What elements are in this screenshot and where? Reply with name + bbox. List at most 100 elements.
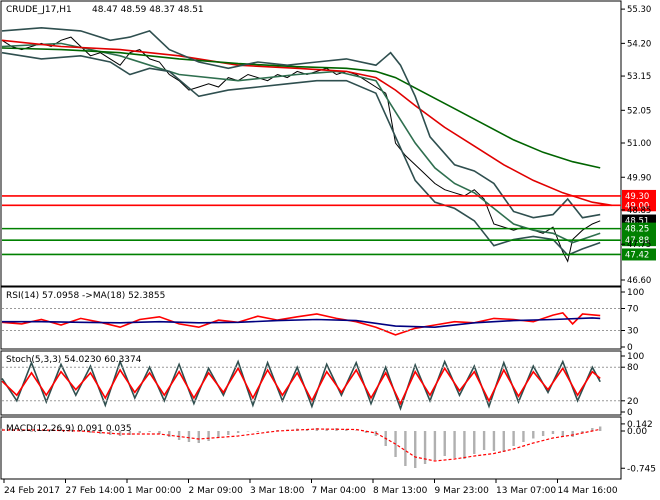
macd-histogram-bar bbox=[79, 431, 82, 432]
macd-histogram-bar bbox=[207, 431, 210, 441]
level-badge bbox=[622, 248, 656, 261]
macd-tick-label: 0.00 bbox=[627, 427, 647, 437]
symbol-title: CRUDE_J17,H1 bbox=[6, 5, 72, 15]
price-axis: 55.30 54.20 53.15 52.05 51.00 49.90 48.85 47.75… bbox=[621, 5, 651, 286]
time-axis: 24 Feb 2017 27 Feb 14:00 1 Mar 00:00 2 Mar … bbox=[3, 479, 618, 496]
price-tick-label: 48.85 bbox=[627, 206, 651, 216]
price-ma-red-line bbox=[1, 39, 613, 207]
rsi-tick-label: 0 bbox=[627, 343, 633, 353]
macd-histogram-bar bbox=[473, 431, 476, 454]
stoch-tick-label: 80 bbox=[627, 363, 639, 373]
price-ma-fast-line bbox=[1, 42, 601, 244]
macd-histogram-bar bbox=[482, 431, 486, 450]
macd-histogram-bar bbox=[591, 428, 594, 431]
price-ma-green-line bbox=[1, 47, 601, 169]
stoch-panel[interactable] bbox=[0, 350, 622, 416]
macd-histogram-bar bbox=[598, 426, 602, 431]
macd-histogram-bar bbox=[59, 428, 63, 431]
macd-histogram-bar bbox=[187, 431, 191, 442]
level-badge bbox=[622, 189, 656, 202]
price-tick-label: 52.05 bbox=[627, 106, 651, 116]
macd-histogram-bar bbox=[492, 431, 496, 451]
time-tick-label: 24 Feb 2017 bbox=[4, 486, 60, 496]
rsi-tick-label: 100 bbox=[627, 288, 644, 298]
macd-histogram-bar bbox=[168, 431, 171, 437]
macd-histogram-bar bbox=[453, 431, 456, 458]
stoch-tick-label: 20 bbox=[627, 397, 639, 407]
rsi-tick-label: 30 bbox=[627, 327, 639, 337]
time-tick-label: 9 Mar 23:00 bbox=[435, 486, 490, 496]
macd-histogram-bar bbox=[443, 431, 446, 456]
macd-histogram-bar bbox=[345, 429, 348, 431]
macd-histogram-bar bbox=[541, 431, 545, 436]
macd-histogram-bar bbox=[236, 431, 240, 433]
macd-histogram-bar bbox=[561, 431, 565, 436]
macd-histogram-bar bbox=[354, 430, 358, 431]
level-badge-label: 49.00 bbox=[625, 201, 649, 211]
time-tick-label: 2 Mar 09:00 bbox=[189, 486, 244, 496]
price-tick-label: 53.15 bbox=[627, 72, 651, 82]
level-badge-label: 47.88 bbox=[625, 236, 649, 246]
macd-signal-line bbox=[2, 428, 601, 462]
macd-histogram-bar bbox=[502, 431, 505, 452]
time-tick-label: 13 Mar 07:00 bbox=[496, 486, 556, 496]
level-badge bbox=[622, 222, 656, 235]
macd-histogram-bar bbox=[404, 431, 407, 466]
ohlc-readout: 48.47 48.59 48.37 48.51 bbox=[92, 5, 204, 15]
rsi-tick-label: 70 bbox=[627, 305, 639, 315]
price-band-lower-line bbox=[1, 51, 601, 257]
rsi-panel[interactable] bbox=[0, 286, 622, 350]
macd-histogram-bar bbox=[30, 431, 33, 432]
macd-histogram-bar bbox=[148, 431, 151, 432]
macd-histogram-bar bbox=[512, 431, 515, 446]
macd-histogram-bar bbox=[463, 431, 466, 459]
price-tick-label: 49.90 bbox=[627, 173, 651, 183]
level-badge-label: 48.51 bbox=[625, 217, 649, 227]
macd-histogram-bar bbox=[197, 431, 200, 443]
macd-histogram-bar bbox=[551, 431, 555, 434]
macd-tick-label: -0.745 bbox=[627, 464, 656, 474]
macd-histogram-bar bbox=[581, 431, 584, 433]
macd-histogram-bar bbox=[99, 431, 102, 434]
macd-histogram-bar bbox=[118, 431, 122, 436]
macd-histogram-bar bbox=[227, 431, 230, 435]
macd-histogram-bar bbox=[256, 431, 260, 432]
macd-histogram-bar bbox=[571, 431, 574, 437]
macd-histogram-bar bbox=[40, 430, 43, 431]
macd-histogram-bar bbox=[49, 429, 53, 431]
time-tick-label: 27 Feb 14:00 bbox=[66, 486, 125, 496]
rsi-series-layer bbox=[1, 308, 621, 336]
time-tick-label: 1 Mar 00:00 bbox=[127, 486, 182, 496]
price-band-upper-line bbox=[1, 26, 601, 219]
macd-histogram-bar bbox=[423, 431, 427, 464]
macd-histogram-bar bbox=[177, 431, 181, 440]
price-tick-label: 47.75 bbox=[627, 240, 651, 250]
macd-histogram-bar bbox=[138, 431, 141, 433]
macd-histogram-bar bbox=[89, 431, 92, 433]
macd-histogram-bar bbox=[128, 431, 132, 435]
rsi-rsi-ma-line bbox=[2, 317, 601, 329]
macd-histogram-bar bbox=[414, 431, 417, 468]
stoch-title: Stoch(5,3,3) 54.0230 60.3374 bbox=[6, 355, 142, 365]
macd-histogram-bar bbox=[364, 431, 368, 433]
macd-histogram-bar bbox=[10, 429, 14, 431]
stoch-stoch-d-line bbox=[1, 366, 601, 406]
level-badge bbox=[622, 234, 656, 247]
stoch-tick-label: 0 bbox=[627, 408, 633, 418]
macd-histogram-bar bbox=[325, 428, 328, 431]
macd-histogram-bar bbox=[158, 431, 161, 434]
macd-histogram-bar bbox=[20, 431, 23, 432]
macd-tick-label: 0.142 bbox=[627, 420, 653, 430]
time-tick-label: 3 Mar 18:00 bbox=[250, 486, 305, 496]
macd-histogram-bar bbox=[433, 431, 437, 460]
rsi-title: RSI(14) 57.0958 ->MA(18) 52.3855 bbox=[6, 291, 165, 301]
level-badge bbox=[622, 199, 656, 212]
macd-histogram-bar bbox=[69, 429, 73, 431]
macd-histogram-bar bbox=[109, 431, 112, 435]
time-tick-label: 14 Mar 16:00 bbox=[558, 486, 618, 496]
level-badge-label: 48.25 bbox=[625, 225, 649, 235]
